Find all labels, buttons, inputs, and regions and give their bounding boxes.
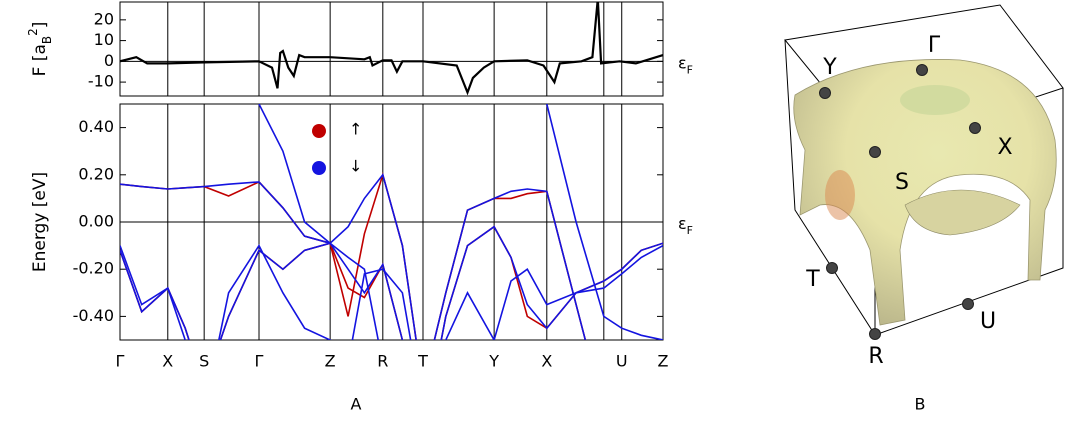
y-tick-label: 0 [104, 51, 114, 70]
symmetry-label: X [997, 135, 1012, 160]
symmetry-label: Y [822, 55, 837, 80]
symmetry-label: Γ [928, 33, 941, 58]
line [120, 225, 663, 340]
symmetry-point [969, 122, 981, 134]
legend-label: ↓ [349, 157, 362, 176]
x-tick-label: X [162, 352, 173, 371]
label-part: 2 [26, 28, 40, 36]
symmetry-point [962, 298, 974, 310]
y-tick-label: 20 [94, 9, 114, 28]
legend-label: ↑ [349, 120, 362, 139]
x-tick-label: Γ [255, 352, 264, 371]
line [120, 243, 663, 340]
symmetry-label: T [805, 267, 820, 292]
fermi-surface [784, 4, 1064, 336]
y-tick-label: -10 [88, 72, 114, 91]
annotation-part: ε [678, 53, 687, 72]
y-tick-label: -0.40 [73, 306, 114, 325]
panel-label: A [351, 395, 362, 414]
annotation: εF [678, 214, 693, 237]
symmetry-point [819, 87, 831, 99]
annotation-part: F [687, 224, 693, 237]
x-tick-label: X [541, 352, 552, 371]
x-tick-label: R [377, 352, 388, 371]
x-tick-label: U [616, 352, 628, 371]
symmetry-label: U [980, 309, 996, 334]
x-tick-label: Z [325, 352, 336, 371]
x-tick-label: Z [658, 352, 669, 371]
axis-label: F [aB2] [26, 22, 54, 77]
symmetry-label: R [868, 344, 883, 369]
y-tick-label: 10 [94, 30, 114, 49]
label-part: B [40, 36, 54, 44]
symmetry-point [826, 262, 838, 274]
x-tick-label: Γ [116, 352, 125, 371]
legend-marker [312, 161, 326, 175]
y-tick-label: -0.20 [73, 259, 114, 278]
symmetry-point [869, 328, 881, 340]
line [120, 173, 587, 340]
symmetry-point [869, 146, 881, 158]
y-tick-label: 0.00 [78, 212, 114, 231]
line [120, 2, 663, 96]
symmetry-point [916, 64, 928, 76]
symmetry-label: S [895, 170, 909, 195]
series-group [120, 2, 663, 96]
x-tick-label: T [417, 352, 428, 371]
series-group [120, 104, 663, 340]
line [258, 104, 663, 340]
x-tick-label: Y [488, 352, 499, 371]
annotation-part: F [687, 63, 693, 76]
surface-inner [904, 189, 1021, 236]
x-tick-label: S [199, 352, 209, 371]
y-tick-label: 0.20 [78, 164, 114, 183]
label-part: F [a [30, 44, 50, 76]
surface-shade [900, 85, 970, 115]
plot-frame [119, 1, 664, 97]
label-part: ] [30, 22, 50, 29]
annotation: εF [678, 53, 693, 76]
legend-marker [312, 124, 326, 138]
panel-label: B [915, 395, 926, 414]
surface-shade [825, 170, 855, 220]
annotation-part: ε [678, 214, 687, 233]
y-tick-label: 0.40 [78, 117, 114, 136]
axis-label: Energy [eV] [30, 172, 50, 272]
